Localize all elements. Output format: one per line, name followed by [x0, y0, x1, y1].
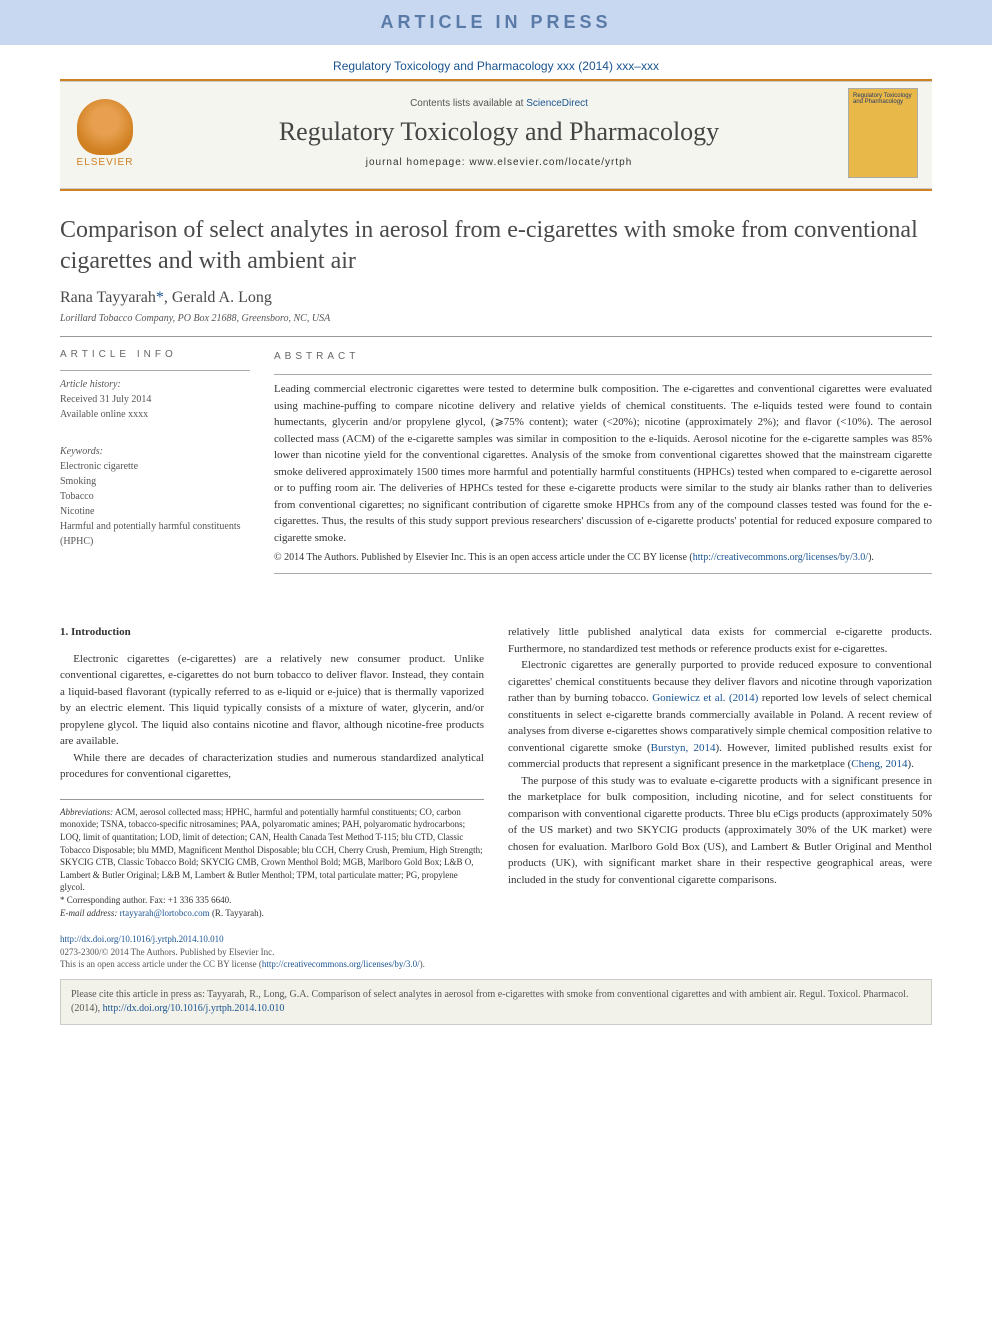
- body-columns: 1. Introduction Electronic cigarettes (e…: [60, 624, 932, 919]
- cite-burstyn[interactable]: Burstyn, 2014: [651, 742, 716, 754]
- column-left: 1. Introduction Electronic cigarettes (e…: [60, 624, 484, 919]
- author-2: Gerald A. Long: [172, 289, 272, 306]
- sciencedirect-link[interactable]: ScienceDirect: [526, 98, 588, 109]
- license-post: ).: [420, 959, 425, 969]
- abstract-copyright: © 2014 The Authors. Published by Elsevie…: [274, 550, 932, 565]
- journal-cover-thumb: Regulatory Toxicology and Pharmacology: [848, 88, 918, 178]
- cc-license-link[interactable]: http://creativecommons.org/licenses/by/3…: [693, 552, 868, 563]
- author-sep: ,: [164, 289, 172, 306]
- header-center: Contents lists available at ScienceDirec…: [150, 98, 848, 168]
- p3b-end: ).: [908, 758, 914, 770]
- abstract: ABSTRACT Leading commercial electronic c…: [274, 349, 932, 574]
- corresponding-marker: *: [156, 289, 164, 306]
- rule-below-header: [60, 189, 932, 191]
- abbrev-text: ACM, aerosol collected mass; HPHC, harmf…: [60, 807, 483, 893]
- intro-p2: While there are decades of characterizat…: [60, 750, 484, 783]
- article-in-press-banner: ARTICLE IN PRESS: [0, 0, 992, 45]
- abbrev-label: Abbreviations:: [60, 807, 113, 817]
- kw-4: Harmful and potentially harmful constitu…: [60, 521, 241, 547]
- issn-line: 0273-2300/© 2014 The Authors. Published …: [60, 947, 274, 957]
- elsevier-tree-icon: [77, 99, 133, 155]
- kw-0: Electronic cigarette: [60, 461, 138, 472]
- footnotes: Abbreviations: ACM, aerosol collected ma…: [60, 799, 484, 919]
- copyright-close: ).: [868, 552, 874, 563]
- section-intro-head: 1. Introduction: [60, 624, 484, 641]
- intro-p1: Electronic cigarettes (e-cigarettes) are…: [60, 651, 484, 750]
- citation-header: Regulatory Toxicology and Pharmacology x…: [0, 45, 992, 79]
- elsevier-text: ELSEVIER: [70, 157, 140, 168]
- authors: Rana Tayyarah*, Gerald A. Long: [60, 289, 932, 307]
- article-title: Comparison of select analytes in aerosol…: [60, 215, 932, 277]
- kw-3: Nicotine: [60, 506, 94, 517]
- received-date: Received 31 July 2014: [60, 394, 151, 405]
- citation-box: Please cite this article in press as: Ta…: [60, 979, 932, 1025]
- info-abstract-row: ARTICLE INFO Article history: Received 3…: [60, 349, 932, 574]
- intro-p3a: relatively little published analytical d…: [508, 624, 932, 657]
- author-1: Rana Tayyarah: [60, 289, 156, 306]
- affiliation: Lorillard Tobacco Company, PO Box 21688,…: [60, 313, 932, 324]
- keywords-block: Keywords: Electronic cigarette Smoking T…: [60, 438, 250, 555]
- email-line: E-mail address: rtayyarah@lortobco.com (…: [60, 907, 484, 920]
- intro-p4: The purpose of this study was to evaluat…: [508, 773, 932, 889]
- online-date: Available online xxxx: [60, 409, 148, 420]
- article-info-head: ARTICLE INFO: [60, 349, 250, 360]
- journal-homepage: journal homepage: www.elsevier.com/locat…: [150, 157, 848, 168]
- email-who: (R. Tayyarah).: [210, 908, 264, 918]
- email-link[interactable]: rtayyarah@lortobco.com: [120, 908, 210, 918]
- keywords-label: Keywords:: [60, 446, 103, 457]
- abstract-text: Leading commercial electronic cigarettes…: [274, 374, 932, 546]
- abstract-head: ABSTRACT: [274, 349, 932, 364]
- email-label: E-mail address:: [60, 908, 120, 918]
- history-label: Article history:: [60, 379, 121, 390]
- doi-block: http://dx.doi.org/10.1016/j.yrtph.2014.1…: [60, 933, 932, 971]
- contents-line: Contents lists available at ScienceDirec…: [150, 98, 848, 109]
- license-pre: This is an open access article under the…: [60, 959, 262, 969]
- journal-name: Regulatory Toxicology and Pharmacology: [150, 117, 848, 147]
- cite-doi-link[interactable]: http://dx.doi.org/10.1016/j.yrtph.2014.1…: [103, 1003, 285, 1014]
- rule-below-abstract: [274, 573, 932, 574]
- intro-p3b: Electronic cigarettes are generally purp…: [508, 657, 932, 773]
- article-history: Article history: Received 31 July 2014 A…: [60, 370, 250, 428]
- rule-below-authors: [60, 336, 932, 337]
- corresponding-author: * Corresponding author. Fax: +1 336 335 …: [60, 894, 484, 907]
- license-link[interactable]: http://creativecommons.org/licenses/by/3…: [262, 959, 420, 969]
- doi-link[interactable]: http://dx.doi.org/10.1016/j.yrtph.2014.1…: [60, 934, 224, 944]
- contents-prefix: Contents lists available at: [410, 98, 526, 109]
- journal-header: ELSEVIER Contents lists available at Sci…: [60, 81, 932, 189]
- elsevier-logo: ELSEVIER: [60, 99, 150, 168]
- copyright-text: © 2014 The Authors. Published by Elsevie…: [274, 552, 693, 563]
- abbreviations: Abbreviations: ACM, aerosol collected ma…: [60, 806, 484, 894]
- column-right: relatively little published analytical d…: [508, 624, 932, 919]
- cite-cheng[interactable]: Cheng, 2014: [851, 758, 907, 770]
- article-info: ARTICLE INFO Article history: Received 3…: [60, 349, 250, 574]
- kw-2: Tobacco: [60, 491, 94, 502]
- cite-goniewicz[interactable]: Goniewicz et al. (2014): [652, 692, 758, 704]
- kw-1: Smoking: [60, 476, 96, 487]
